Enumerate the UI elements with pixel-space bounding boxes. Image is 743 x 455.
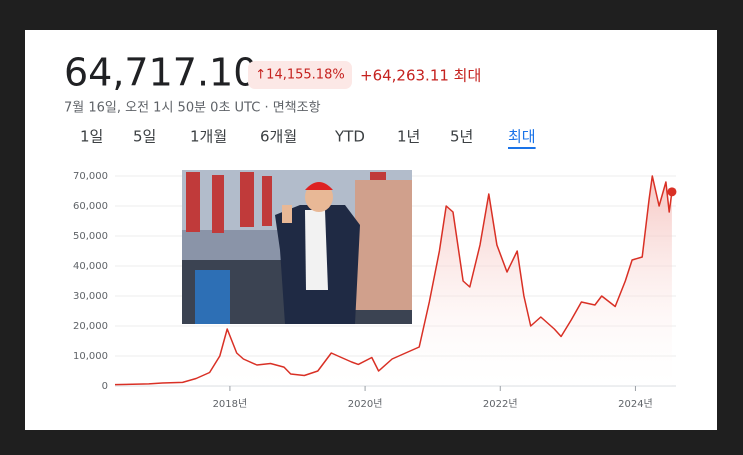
tab[interactable]: 5일 <box>133 128 156 146</box>
timestamp: 7월 16일, 오전 1시 50분 0초 UTC · 면책조항 <box>64 101 321 116</box>
x-tick-label: 2024년 <box>618 398 653 410</box>
price: 64,717.10 <box>64 51 257 95</box>
tab[interactable]: 최대 <box>508 128 536 146</box>
photo <box>182 170 412 324</box>
y-tick-label: 30,000 <box>73 291 108 302</box>
tab[interactable]: 1개월 <box>190 128 227 146</box>
tab[interactable]: 6개월 <box>260 128 297 146</box>
y-tick-label: 10,000 <box>73 351 108 362</box>
area-fill <box>115 176 672 386</box>
tab[interactable]: 1년 <box>397 128 420 146</box>
change: +64,263.11 최대 <box>360 67 481 85</box>
photo-hand <box>282 205 292 223</box>
y-tick-label: 70,000 <box>73 171 108 182</box>
photo-people <box>355 180 412 310</box>
change-percent: ↑14,155.18% <box>255 68 344 83</box>
y-tick-label: 40,000 <box>73 261 108 272</box>
tab-underline <box>508 147 536 149</box>
y-tick-label: 60,000 <box>73 201 108 212</box>
y-tick-label: 0 <box>102 381 108 392</box>
x-tick-label: 2022년 <box>483 398 518 410</box>
y-tick-label: 20,000 <box>73 321 108 332</box>
photo-shirt <box>305 210 328 290</box>
photo-person <box>195 270 230 324</box>
tab[interactable]: 1일 <box>80 128 103 146</box>
change-badge <box>248 61 352 89</box>
x-tick-label: 2018년 <box>213 398 248 410</box>
last-point <box>667 187 677 197</box>
price-line <box>114 175 673 386</box>
tab[interactable]: YTD <box>334 128 365 146</box>
photo-cap <box>305 182 333 190</box>
tab[interactable]: 5년 <box>450 128 473 146</box>
x-tick-label: 2020년 <box>348 398 383 410</box>
y-tick-label: 50,000 <box>73 231 108 242</box>
